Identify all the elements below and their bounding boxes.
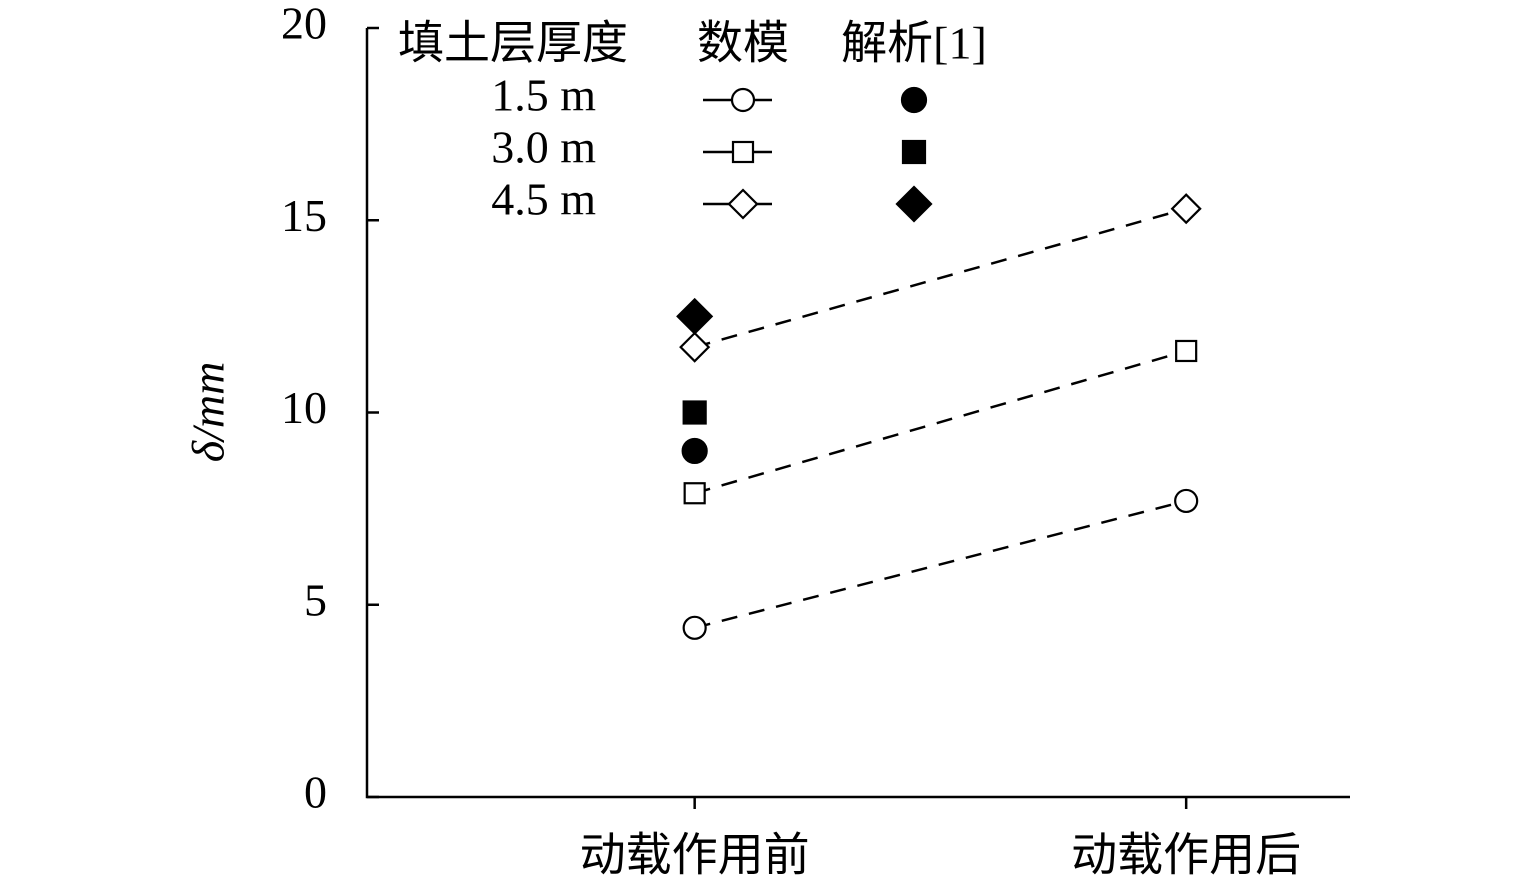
legend-marker [901,139,927,165]
legend-marker [900,86,928,114]
legend-header: 解析[1] [841,18,987,69]
numerical-point [682,615,707,640]
legend-label: 3.0 m [491,122,596,173]
y-tick-label: 15 [281,190,327,241]
y-tick-label: 0 [304,767,327,818]
legend-marker [895,185,933,223]
analytical-point [681,437,708,465]
numerical-point [1175,339,1198,363]
numerical-point [1174,488,1199,514]
numerical-point [1170,193,1202,225]
legend-marker [731,140,755,164]
legend-header: 数模 [697,18,789,69]
x-tick-label: 动载作用后 [1071,830,1301,881]
analytical-point [676,297,714,335]
analytical-point [682,400,707,425]
x-tick-label: 动载作用前 [580,830,810,881]
y-tick-label: 20 [281,0,327,49]
numerical-point [679,331,711,363]
y-tick-label: 10 [281,382,327,433]
legend-marker [727,188,759,220]
legend-marker [730,87,756,113]
series-line [694,349,1187,495]
legend-label: 1.5 m [491,70,596,121]
series-line [694,499,1187,630]
series-line [694,207,1187,349]
numerical-point [683,482,706,505]
y-axis-label: δ/mm [183,362,234,463]
legend-label: 4.5 m [491,174,596,225]
legend-title: 填土层厚度 [398,18,628,69]
y-tick-label: 5 [304,574,327,625]
